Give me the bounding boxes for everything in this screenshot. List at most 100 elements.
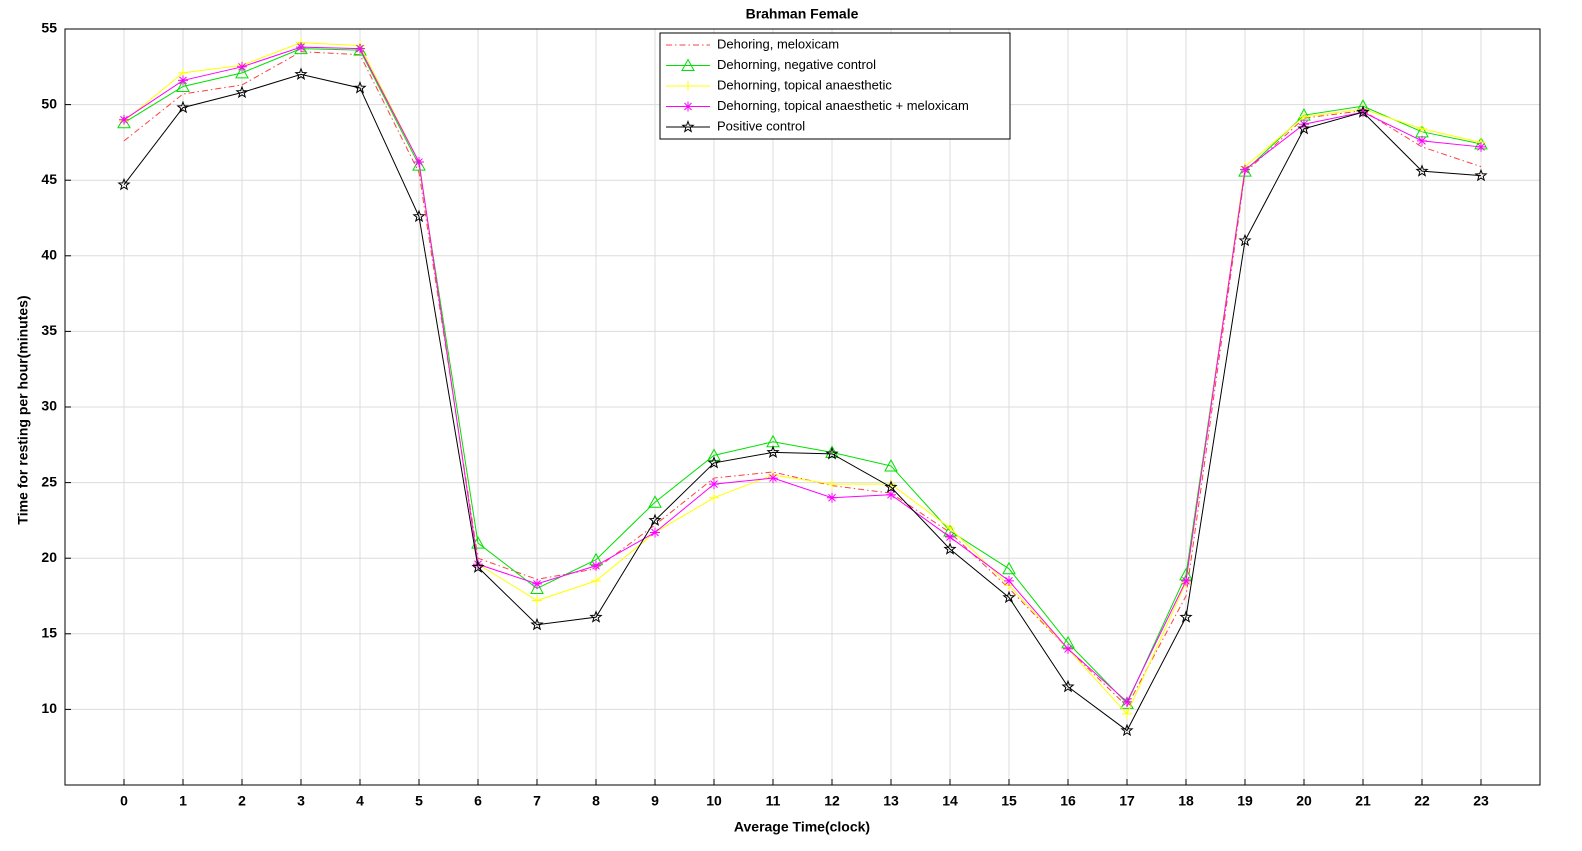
point-marker (471, 560, 485, 573)
point-marker (237, 61, 247, 72)
x-tick-label: 15 (1001, 793, 1017, 809)
point-marker (766, 445, 780, 458)
legend-marker (683, 101, 693, 112)
point-marker (473, 559, 483, 570)
point-marker (709, 479, 719, 490)
y-tick-label: 20 (41, 549, 57, 565)
point-marker (532, 578, 542, 589)
x-tick-label: 20 (1296, 793, 1312, 809)
x-tick-label: 19 (1237, 793, 1253, 809)
point-marker (768, 473, 778, 484)
point-marker (1120, 696, 1134, 709)
x-tick-label: 13 (883, 793, 899, 809)
point-marker (294, 67, 308, 80)
x-tick-label: 5 (415, 793, 423, 809)
point-marker (1002, 590, 1016, 604)
point-marker (176, 100, 190, 114)
x-tick-label: 21 (1355, 793, 1371, 809)
point-marker (1417, 135, 1427, 146)
point-marker (648, 513, 662, 527)
point-marker (1297, 121, 1311, 135)
y-tick-label: 40 (41, 247, 57, 263)
point-marker (412, 209, 426, 223)
legend-marker (683, 81, 693, 91)
point-marker (825, 446, 839, 460)
point-marker (648, 495, 662, 508)
point-marker (1063, 643, 1073, 654)
point-marker (1002, 561, 1016, 575)
point-marker (1417, 123, 1427, 134)
point-marker (709, 492, 719, 503)
legend-label: Positive control (717, 118, 805, 133)
point-marker (827, 492, 837, 503)
point-marker (707, 456, 721, 469)
x-tick-label: 12 (824, 793, 840, 809)
x-tick-label: 10 (706, 793, 722, 809)
x-tick-label: 11 (766, 793, 781, 809)
point-marker (355, 43, 365, 54)
point-marker (296, 42, 306, 53)
point-marker (591, 575, 601, 586)
x-tick-label: 2 (238, 793, 246, 809)
point-marker (707, 448, 721, 461)
point-marker (1356, 105, 1370, 118)
point-marker (1122, 708, 1132, 719)
point-marker (176, 79, 190, 92)
point-marker (884, 480, 898, 493)
x-axis-label: Average Time(clock) (734, 819, 870, 835)
x-tick-label: 17 (1119, 793, 1135, 809)
series-line (123, 73, 1482, 732)
legend-marker (681, 120, 695, 133)
point-marker (650, 527, 660, 538)
legend-marker (681, 58, 695, 71)
point-marker (1415, 164, 1429, 177)
point-marker (1238, 233, 1252, 247)
point-marker (235, 65, 249, 79)
y-tick-label: 25 (41, 473, 57, 489)
series-line (123, 42, 1482, 715)
point-marker (1181, 575, 1191, 586)
legend: Dehoring, meloxicam Dehorning, negative c… (659, 32, 1011, 140)
series-line (123, 46, 1482, 703)
point-marker (1238, 164, 1252, 177)
y-tick-label: 15 (41, 625, 57, 641)
point-marker (1240, 164, 1250, 175)
y-tick-label: 30 (41, 398, 57, 414)
point-marker (1179, 610, 1193, 623)
point-marker (591, 560, 601, 571)
point-marker (353, 43, 367, 56)
point-marker (530, 581, 544, 594)
x-tick-label: 1 (179, 793, 187, 809)
y-tick-label: 50 (41, 95, 57, 111)
legend-label: Dehorning, topical anaesthetic + meloxic… (717, 98, 969, 113)
point-marker (532, 595, 542, 606)
x-tick-label: 6 (474, 793, 482, 809)
x-tick-label: 23 (1473, 793, 1489, 809)
point-marker (1122, 696, 1132, 707)
x-tick-label: 7 (533, 793, 541, 809)
x-tick-label: 4 (356, 793, 364, 809)
point-marker (353, 81, 367, 94)
x-tick-label: 16 (1060, 793, 1076, 809)
x-tick-label: 18 (1178, 793, 1194, 809)
point-marker (1474, 168, 1488, 182)
point-marker (943, 542, 957, 555)
y-tick-label: 10 (41, 700, 57, 716)
x-tick-label: 9 (651, 793, 659, 809)
y-tick-label: 45 (41, 171, 57, 187)
series-line (123, 51, 1482, 708)
point-marker (119, 114, 129, 125)
point-marker (589, 610, 603, 623)
legend-label: Dehorning, topical anaesthetic (717, 77, 892, 92)
y-tick-label: 35 (41, 322, 57, 338)
point-marker (235, 85, 249, 99)
point-marker (178, 75, 188, 86)
point-marker (945, 532, 955, 543)
point-marker (414, 157, 424, 168)
x-tick-label: 22 (1414, 793, 1430, 809)
plot-frame (64, 28, 1541, 786)
legend-label: Dehorning, negative control (717, 57, 876, 72)
point-marker (827, 479, 837, 490)
point-marker (1061, 679, 1075, 693)
